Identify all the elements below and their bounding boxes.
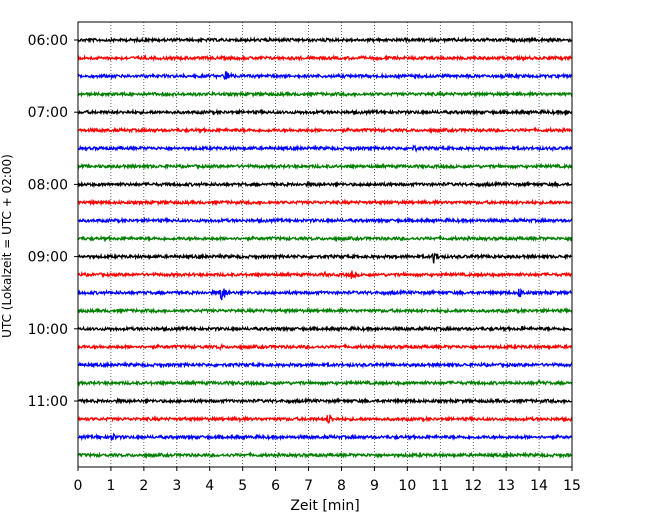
y-axis-label: UTC (Lokalzeit = UTC + 02:00) bbox=[0, 154, 14, 338]
x-tick-label: 11 bbox=[431, 478, 449, 494]
trace-0600 bbox=[77, 36, 573, 44]
x-tick-label: 3 bbox=[172, 478, 181, 494]
x-tick-label: 10 bbox=[398, 478, 416, 494]
y-tick-label: 06:00 bbox=[28, 33, 68, 49]
x-tick-label: 7 bbox=[304, 478, 313, 494]
y-axis-ticks: 06:00 07:00 08:00 09:00 10:00 11:00 bbox=[28, 33, 78, 410]
x-tick-label: 0 bbox=[74, 478, 83, 494]
trace-1045 bbox=[77, 379, 573, 388]
trace-1115 bbox=[77, 414, 573, 424]
trace-0900 bbox=[77, 252, 573, 264]
x-axis-label: Zeit [min] bbox=[290, 498, 359, 514]
x-tick-label: 8 bbox=[337, 478, 346, 494]
y-tick-label: 08:00 bbox=[28, 177, 68, 193]
trace-0715 bbox=[77, 126, 573, 135]
trace-1145 bbox=[77, 451, 573, 460]
x-tick-label: 14 bbox=[530, 478, 548, 494]
x-axis-ticks: 0 1 2 3 4 5 6 7 8 9 10 11 12 13 14 15 bbox=[74, 467, 581, 494]
trace-0700 bbox=[77, 108, 573, 117]
trace-1130 bbox=[77, 432, 573, 442]
plot-frame bbox=[77, 21, 573, 468]
x-tick-label: 12 bbox=[464, 478, 482, 494]
trace-0815 bbox=[77, 198, 573, 207]
trace-0800 bbox=[77, 180, 573, 189]
trace-0630 bbox=[77, 71, 573, 81]
trace-0645 bbox=[77, 90, 573, 99]
x-tick-label: 6 bbox=[271, 478, 280, 494]
y-tick-label: 10:00 bbox=[28, 322, 68, 338]
vertical-grid bbox=[110, 22, 540, 467]
plot-background bbox=[78, 22, 572, 467]
trace-0945 bbox=[77, 306, 573, 315]
x-tick-label: 4 bbox=[205, 478, 214, 494]
x-tick-label: 5 bbox=[238, 478, 247, 494]
trace-0915 bbox=[77, 270, 572, 279]
x-tick-label: 15 bbox=[563, 478, 581, 494]
x-tick-label: 9 bbox=[370, 478, 379, 494]
trace-1030 bbox=[77, 360, 573, 369]
trace-0930 bbox=[77, 287, 573, 301]
x-tick-label: 2 bbox=[139, 478, 148, 494]
trace-0745 bbox=[77, 162, 573, 171]
y-tick-label: 07:00 bbox=[28, 105, 68, 121]
trace-1100 bbox=[77, 396, 573, 405]
trace-1015 bbox=[77, 342, 573, 352]
trace-0615 bbox=[77, 54, 573, 63]
x-tick-label: 13 bbox=[497, 478, 515, 494]
trace-0830 bbox=[77, 216, 573, 225]
trace-1000 bbox=[77, 324, 573, 333]
y-tick-label: 11:00 bbox=[28, 394, 68, 410]
x-tick-label: 1 bbox=[106, 478, 115, 494]
trace-0845 bbox=[77, 234, 573, 243]
seismic-traces bbox=[77, 36, 573, 460]
trace-0730 bbox=[77, 144, 573, 153]
y-tick-label: 09:00 bbox=[28, 250, 68, 266]
